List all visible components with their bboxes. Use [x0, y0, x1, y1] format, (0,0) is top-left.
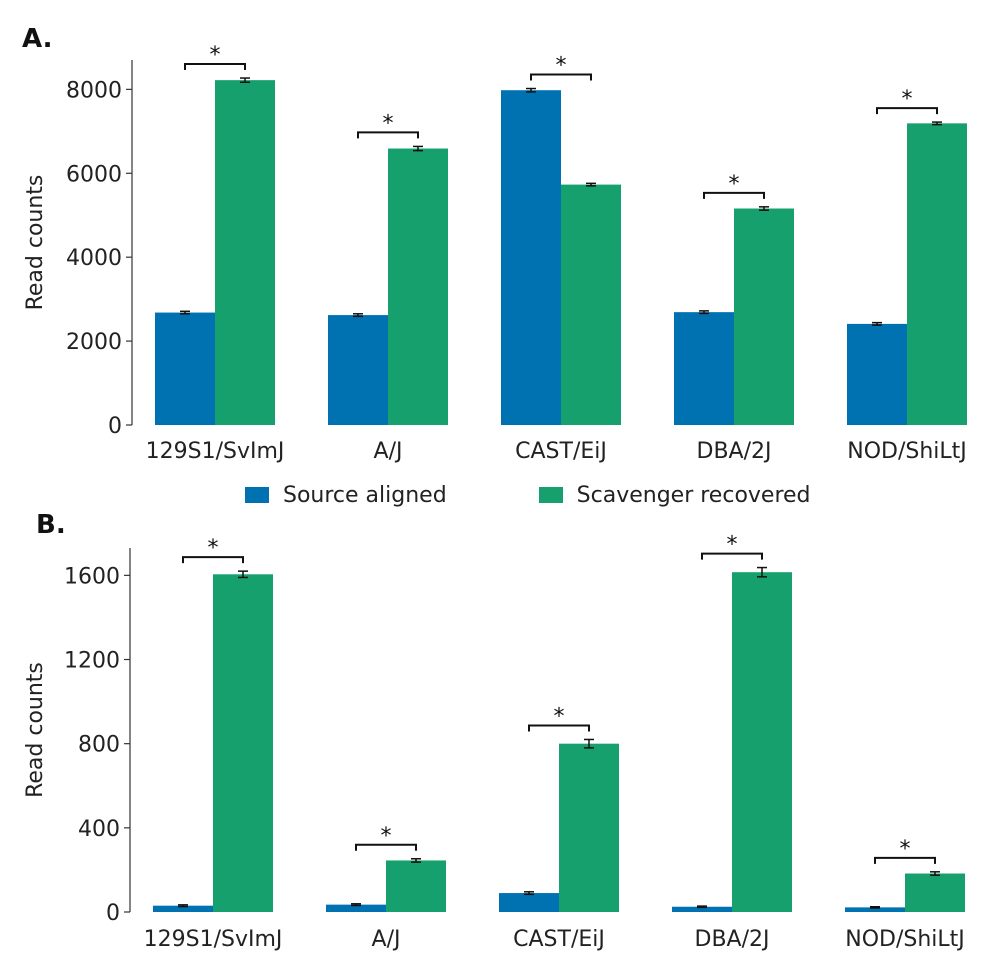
x-tick-label-dba-2j: DBA/2J: [697, 439, 772, 464]
panel-a-label: A.: [22, 24, 53, 54]
x-tick-label-129s1-svimj: 129S1/SvImJ: [146, 439, 285, 464]
significance-marker: *: [727, 533, 738, 558]
x-tick-label-dba-2j: DBA/2J: [695, 927, 770, 952]
significance-marker: *: [729, 172, 740, 197]
y-tick-label: 8000: [66, 78, 122, 103]
bar-source-aligned-dba-2j: [672, 906, 732, 912]
x-tick-label-nod-shiltj: NOD/ShiLtJ: [845, 927, 965, 952]
bar-source-aligned-cast-eij: [499, 893, 559, 912]
significance-bracket: [355, 843, 417, 851]
bar-source-aligned-nod-shiltj: [847, 323, 907, 425]
significance-marker: *: [900, 837, 911, 862]
bar-scavenger-recovered-a-j: [386, 860, 446, 912]
legend-label-source-aligned: Source aligned: [283, 482, 447, 508]
significance-bracket: [876, 107, 938, 115]
significance-marker: *: [556, 54, 567, 79]
significance-marker: *: [902, 87, 913, 112]
bar-scavenger-recovered-cast-eij: [561, 184, 621, 425]
y-axis-label: Read counts: [23, 175, 48, 311]
x-tick-label-a-j: A/J: [372, 927, 401, 952]
significance-bracket: [530, 73, 592, 81]
significance-marker: *: [208, 536, 219, 561]
bar-source-aligned-129s1-svimj: [153, 905, 213, 912]
y-tick-label: 6000: [66, 162, 122, 187]
bar-source-aligned-dba-2j: [674, 312, 734, 425]
bar-scavenger-recovered-a-j: [388, 148, 448, 425]
significance-bracket: [703, 191, 765, 199]
significance-bracket: [357, 131, 419, 139]
y-tick-label: 800: [78, 733, 120, 758]
significance-marker: *: [210, 43, 221, 68]
legend-item-scavenger-recovered: Scavenger recovered: [538, 482, 811, 508]
bar-source-aligned-a-j: [328, 315, 388, 425]
legend-label-scavenger-recovered: Scavenger recovered: [576, 482, 811, 508]
bar-scavenger-recovered-nod-shiltj: [907, 123, 967, 425]
x-tick-label-cast-eij: CAST/EiJ: [513, 927, 605, 952]
bar-source-aligned-cast-eij: [501, 90, 561, 425]
legend-item-source-aligned: Source aligned: [245, 483, 447, 508]
legend-swatch-source-aligned: [245, 487, 269, 503]
bar-source-aligned-129s1-svimj: [155, 312, 215, 425]
x-tick-label-nod-shiltj: NOD/ShiLtJ: [847, 439, 967, 464]
bar-source-aligned-a-j: [326, 904, 386, 912]
bar-scavenger-recovered-nod-shiltj: [905, 873, 965, 912]
bar-source-aligned-nod-shiltj: [845, 907, 905, 912]
chart-b: 0 400 800 1200 1600 Read counts * 129S1/SvImJ * A…: [23, 533, 965, 952]
significance-marker: *: [381, 824, 392, 849]
panel-b-label: B.: [36, 510, 66, 540]
chart-a: 0 2000 4000 6000 8000 Read counts * 129S1/SvImJ…: [23, 43, 967, 464]
significance-bracket: [874, 856, 936, 864]
legend: Source aligned Scavenger recovered: [245, 480, 903, 510]
y-axis-label: Read counts: [23, 662, 48, 798]
bar-scavenger-recovered-129s1-svimj: [213, 574, 273, 912]
significance-marker: *: [383, 111, 394, 136]
significance-bracket: [184, 63, 246, 71]
legend-swatch-scavenger-recovered: [538, 487, 563, 503]
significance-bracket: [528, 724, 590, 732]
bar-scavenger-recovered-129s1-svimj: [215, 80, 275, 425]
significance-bracket: [182, 556, 244, 564]
x-tick-label-cast-eij: CAST/EiJ: [515, 439, 607, 464]
y-tick-label: 400: [78, 817, 120, 842]
y-tick-label: 4000: [66, 246, 122, 271]
y-tick-label: 2000: [66, 330, 122, 355]
x-tick-label-a-j: A/J: [374, 439, 403, 464]
significance-bracket: [701, 552, 763, 560]
bar-scavenger-recovered-cast-eij: [559, 743, 619, 912]
y-tick-label: 0: [108, 414, 122, 439]
significance-marker: *: [554, 704, 565, 729]
bar-scavenger-recovered-dba-2j: [732, 572, 792, 912]
bar-scavenger-recovered-dba-2j: [734, 208, 794, 425]
y-tick-label: 0: [106, 901, 120, 926]
y-tick-label: 1600: [64, 564, 120, 589]
y-tick-label: 1200: [64, 649, 120, 674]
x-tick-label-129s1-svimj: 129S1/SvImJ: [144, 927, 283, 952]
